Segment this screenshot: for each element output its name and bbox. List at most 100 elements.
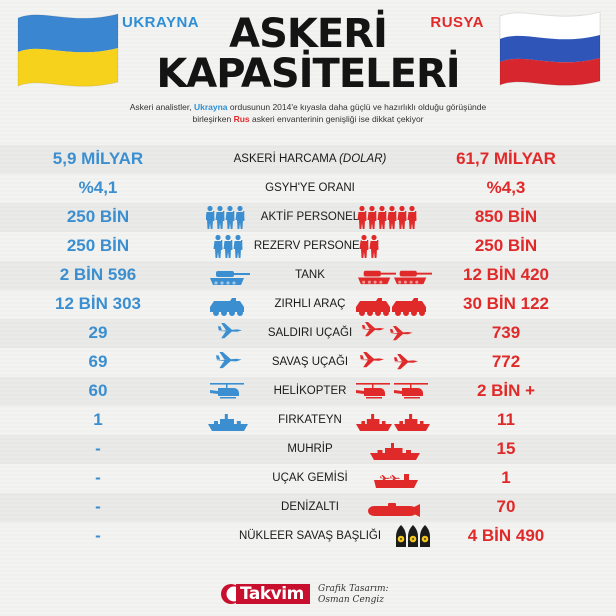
ukraine-value: %4,1 bbox=[78, 178, 118, 197]
row-label-text: SALDIRI UÇAĞI bbox=[267, 327, 353, 339]
row-label-text: HELİKOPTER bbox=[273, 385, 347, 397]
russia-value: 30 BİN 122 bbox=[463, 294, 549, 313]
table-row: 1 FIRKATEYN 11 bbox=[0, 406, 616, 435]
ukraine-value: 5,9 MİLYAR bbox=[52, 149, 144, 168]
row-label-text: UÇAK GEMİSİ bbox=[272, 472, 348, 484]
row-label-text: REZERV PERSONEL bbox=[253, 240, 367, 252]
row-label-text: AKTİF PERSONEL bbox=[260, 211, 360, 223]
table-row: 5,9 MİLYAR ASKERİ HARCAMA (DOLAR) 61,7 MİL… bbox=[0, 145, 616, 174]
subtitle: Askeri analistler, Ukrayna ordusunun 201… bbox=[110, 101, 506, 125]
logo-text: Takvim bbox=[240, 584, 304, 604]
russia-value: 850 BİN bbox=[474, 207, 538, 226]
row-label-text: TANK bbox=[295, 269, 325, 281]
row-label: TANK bbox=[230, 269, 390, 281]
ukraine-value: 69 bbox=[88, 352, 108, 371]
ukraine-fighter-jet-icon bbox=[216, 352, 242, 369]
subtitle-russia: Rus bbox=[233, 114, 250, 124]
row-label-text: FIRKATEYN bbox=[278, 414, 342, 426]
ukraine-value: 250 BİN bbox=[66, 236, 130, 255]
ukraine-value: - bbox=[95, 468, 101, 487]
ukraine-armored-vehicle-icon bbox=[210, 298, 244, 316]
row-label: FIRKATEYN bbox=[230, 414, 390, 426]
row-label: ZIRHLI ARAÇ bbox=[230, 298, 390, 310]
takvim-logo: Takvim bbox=[218, 582, 310, 606]
subtitle-text-3: askeri envanterinin genişliği ise dikkat… bbox=[249, 114, 424, 124]
russia-value: 2 BİN + bbox=[476, 381, 536, 400]
table-row: 69 SAVAŞ UÇAĞI 772 bbox=[0, 348, 616, 377]
russia-helicopter-icon bbox=[356, 383, 428, 399]
ukraine-attack-jet-icon bbox=[218, 323, 242, 339]
table-row: %4,1 GSYH'YE ORANI %4,3 bbox=[0, 174, 616, 203]
table-row: - UÇAK GEMİSİ 1 bbox=[0, 464, 616, 493]
ukraine-value: 12 BİN 303 bbox=[55, 294, 141, 313]
logo-box bbox=[236, 584, 310, 604]
row-label: AKTİF PERSONEL bbox=[230, 211, 390, 223]
row-label: UÇAK GEMİSİ bbox=[230, 472, 390, 484]
russia-reserve-soldiers-icon bbox=[359, 234, 379, 258]
table-row: - DENİZALTI 70 bbox=[0, 493, 616, 522]
table-row: 60 HELİKOPTER 2 BİN + bbox=[0, 377, 616, 406]
ukraine-value: 1 bbox=[93, 410, 103, 429]
row-label-text: ASKERİ HARCAMA bbox=[233, 153, 340, 165]
design-credit: Grafik Tasarım: Osman Cengiz bbox=[318, 584, 389, 606]
ukraine-flag-icon bbox=[17, 13, 119, 87]
row-label-text: ZIRHLI ARAÇ bbox=[274, 298, 346, 310]
subtitle-text-1: Askeri analistler, bbox=[129, 102, 194, 112]
ukraine-soldiers-icon bbox=[206, 205, 245, 229]
ukraine-frigate-icon bbox=[208, 414, 248, 431]
russia-value: 739 bbox=[491, 323, 521, 342]
russia-soldiers-icon bbox=[357, 205, 417, 229]
table-row: - MUHRİP 15 bbox=[0, 435, 616, 464]
row-label-text: NÜKLEER SAVAŞ BAŞLIĞI bbox=[238, 530, 382, 542]
row-label: MUHRİP bbox=[230, 443, 390, 455]
ukraine-reserve-soldiers-icon bbox=[213, 234, 243, 258]
russia-value: 250 BİN bbox=[474, 236, 538, 255]
ukraine-value: - bbox=[95, 526, 101, 545]
country-label-russia: RUSYA bbox=[430, 14, 484, 31]
ukraine-value: 2 BİN 596 bbox=[59, 265, 137, 284]
table-row: - NÜKLEER SAVAŞ BAŞLIĞI 4 BİN 490 bbox=[0, 522, 616, 551]
row-label: SALDIRI UÇAĞI bbox=[230, 327, 390, 339]
row-label-text: DENİZALTI bbox=[281, 501, 339, 513]
table-row: 29 SALDIRI UÇAĞI 739 bbox=[0, 319, 616, 348]
row-label: REZERV PERSONEL bbox=[230, 240, 390, 252]
russia-value: 61,7 MİLYAR bbox=[456, 149, 556, 168]
russia-value: 15 bbox=[496, 439, 516, 458]
table-row: 12 BİN 303 ZIRHLI ARAÇ 30 BİN 122 bbox=[0, 290, 616, 319]
russia-value: 772 bbox=[491, 352, 521, 371]
russia-submarine-icon bbox=[368, 503, 420, 517]
russia-nuclear-warhead-icon bbox=[396, 525, 430, 547]
russia-value: 4 BİN 490 bbox=[467, 526, 545, 545]
row-label: SAVAŞ UÇAĞI bbox=[230, 356, 390, 368]
credit-line2: Osman Cengiz bbox=[318, 595, 384, 605]
russia-value: 70 bbox=[496, 497, 516, 516]
russia-tank-icon bbox=[358, 270, 432, 285]
table-row: 250 BİN REZERV PERSONEL 250 BİN bbox=[0, 232, 616, 261]
row-label: DENİZALTI bbox=[230, 501, 390, 513]
ukraine-tank-icon bbox=[210, 271, 250, 285]
ukraine-value: 29 bbox=[88, 323, 108, 342]
credit-line1: Grafik Tasarım: bbox=[318, 584, 389, 594]
country-label-ukraine: UKRAYNA bbox=[122, 14, 200, 31]
subtitle-text-2: ordusunun 2014'e kıyasla daha güçlü ve h… bbox=[192, 102, 487, 124]
row-label: GSYH'YE ORANI bbox=[230, 182, 390, 194]
row-label: NÜKLEER SAVAŞ BAŞLIĞI bbox=[230, 530, 390, 542]
table-row: 2 BİN 596 TANK 12 BİN 420 bbox=[0, 261, 616, 290]
ukraine-value: - bbox=[95, 439, 101, 458]
row-label-unit: (DOLAR) bbox=[339, 153, 387, 165]
subtitle-ukraine: Ukrayna bbox=[193, 102, 228, 112]
ukraine-value: 250 BİN bbox=[66, 207, 130, 226]
russia-armored-vehicle-icon bbox=[356, 298, 426, 316]
page-title-line2: KAPASİTELERİ bbox=[156, 51, 460, 97]
table-row: 250 BİN AKTİF PERSONEL bbox=[0, 203, 616, 232]
russia-value: 1 bbox=[501, 468, 511, 487]
russia-value: %4,3 bbox=[486, 178, 526, 197]
row-label-text: MUHRİP bbox=[287, 443, 333, 455]
russia-flag-icon bbox=[499, 11, 601, 86]
ukraine-value: - bbox=[95, 497, 101, 516]
russia-attack-jet-icon bbox=[362, 322, 413, 341]
ukraine-helicopter-icon bbox=[210, 383, 244, 399]
page-title-line1: ASKERİ bbox=[229, 11, 388, 57]
russia-fighter-jet-icon bbox=[360, 352, 418, 370]
